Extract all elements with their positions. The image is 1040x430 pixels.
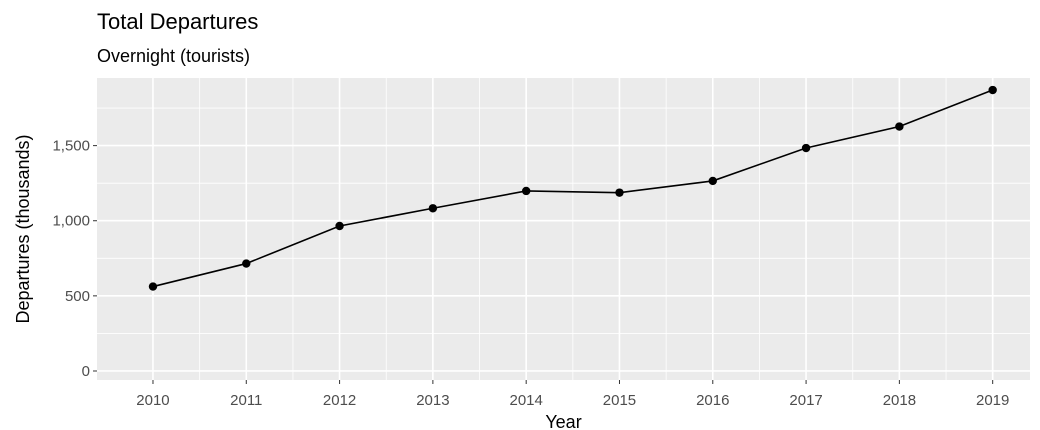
chart-title: Total Departures [97,9,259,34]
data-point [615,188,624,197]
y-tick-label: 500 [65,288,90,305]
data-point [335,221,344,231]
y-tick-label: 0 [82,363,90,380]
x-axis-title: Year [545,412,581,430]
data-point [895,122,904,131]
y-tick-label: 1,000 [52,213,90,230]
data-point [801,143,811,153]
x-tick-label: 2018 [883,392,916,409]
data-point [521,186,531,196]
x-tick-label: 2017 [789,392,822,409]
x-tick-label: 2012 [323,392,356,409]
data-point [988,85,997,95]
y-axis-title: Departures (thousands) [13,134,33,323]
series-line [152,89,993,288]
chart-subtitle: Overnight (tourists) [97,46,251,66]
x-tick-label: 2010 [136,392,169,409]
data-point [242,259,251,268]
x-tick-label: 2013 [416,392,449,409]
plot-panel [97,78,1030,380]
data-point [708,176,717,186]
x-tick-label: 2011 [230,392,262,409]
x-tick-label: 2015 [603,392,636,409]
x-tick-label: 2019 [976,392,1009,409]
y-tick-label: 1,500 [52,138,90,155]
x-tick-label: 2014 [509,392,542,409]
data-point [428,204,438,213]
x-tick-label: 2016 [696,392,729,409]
data-point [148,282,158,291]
